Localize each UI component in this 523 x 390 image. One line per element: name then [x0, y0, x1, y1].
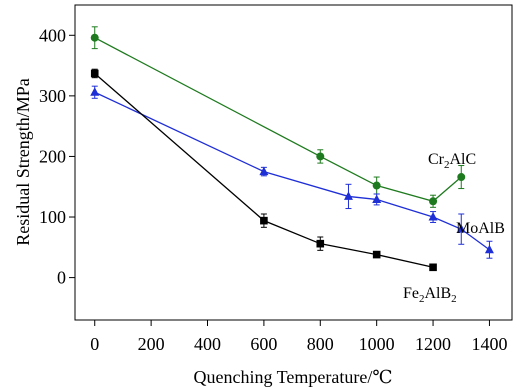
data-point: [372, 181, 381, 190]
x-tick-label: 0: [90, 334, 99, 354]
series-line: [94, 91, 490, 251]
y-tick-label: 300: [39, 86, 66, 106]
series-Fe2AlB2: [90, 68, 437, 272]
x-axis-ticks: 0 200 400 600 800 1000 1200 1400: [90, 320, 507, 354]
plot-frame: [74, 4, 513, 321]
data-point: [316, 239, 325, 248]
y-axis-ticks: 0 100 200 300 400: [39, 25, 75, 288]
data-point: [90, 33, 99, 42]
label-subscript: 2: [451, 293, 457, 305]
data-point: [372, 250, 381, 259]
series-label-MoAlB: MoAlB: [456, 220, 505, 237]
x-tick-label: 400: [194, 334, 221, 354]
label-subscript: 2: [444, 159, 450, 171]
label-text: AlC: [450, 151, 477, 168]
data-point: [429, 197, 438, 206]
data-point: [259, 166, 269, 176]
x-tick-label: 200: [138, 334, 165, 354]
series-layer: [90, 26, 494, 272]
label-text: Cr: [428, 151, 445, 168]
series-label-Fe2AlB2: Fe2AlB2: [403, 285, 457, 305]
series-line: [94, 37, 462, 202]
x-tick-label: 600: [250, 334, 277, 354]
y-tick-label: 400: [39, 25, 66, 45]
data-point: [343, 191, 353, 200]
label-text: Fe: [403, 285, 419, 302]
y-axis-label: Residual Strength/MPa: [13, 78, 33, 246]
x-tick-label: 800: [307, 334, 334, 354]
label-text: AlB: [425, 285, 452, 302]
series-MoAlB: [90, 85, 494, 259]
x-tick-label: 1200: [415, 334, 451, 354]
y-tick-label: 0: [57, 268, 66, 288]
x-tick-label: 1000: [359, 334, 395, 354]
y-tick-label: 200: [39, 146, 66, 166]
data-point: [260, 216, 268, 225]
x-axis-label: Quenching Temperature/℃: [194, 367, 393, 387]
label-subscript: 2: [419, 293, 425, 305]
x-tick-label: 1400: [471, 334, 507, 354]
data-point: [428, 212, 438, 221]
data-point: [429, 263, 437, 272]
data-point: [456, 224, 466, 233]
data-point: [90, 69, 99, 78]
y-tick-label: 100: [39, 207, 66, 227]
data-point: [457, 173, 466, 182]
label-text: MoAlB: [456, 220, 505, 237]
data-point: [90, 87, 100, 96]
data-point: [372, 194, 382, 203]
series-label-Cr2AlC: Cr2AlC: [428, 151, 476, 171]
series-Cr2AlC: [90, 26, 466, 208]
data-point: [316, 152, 325, 161]
data-point: [484, 244, 494, 254]
